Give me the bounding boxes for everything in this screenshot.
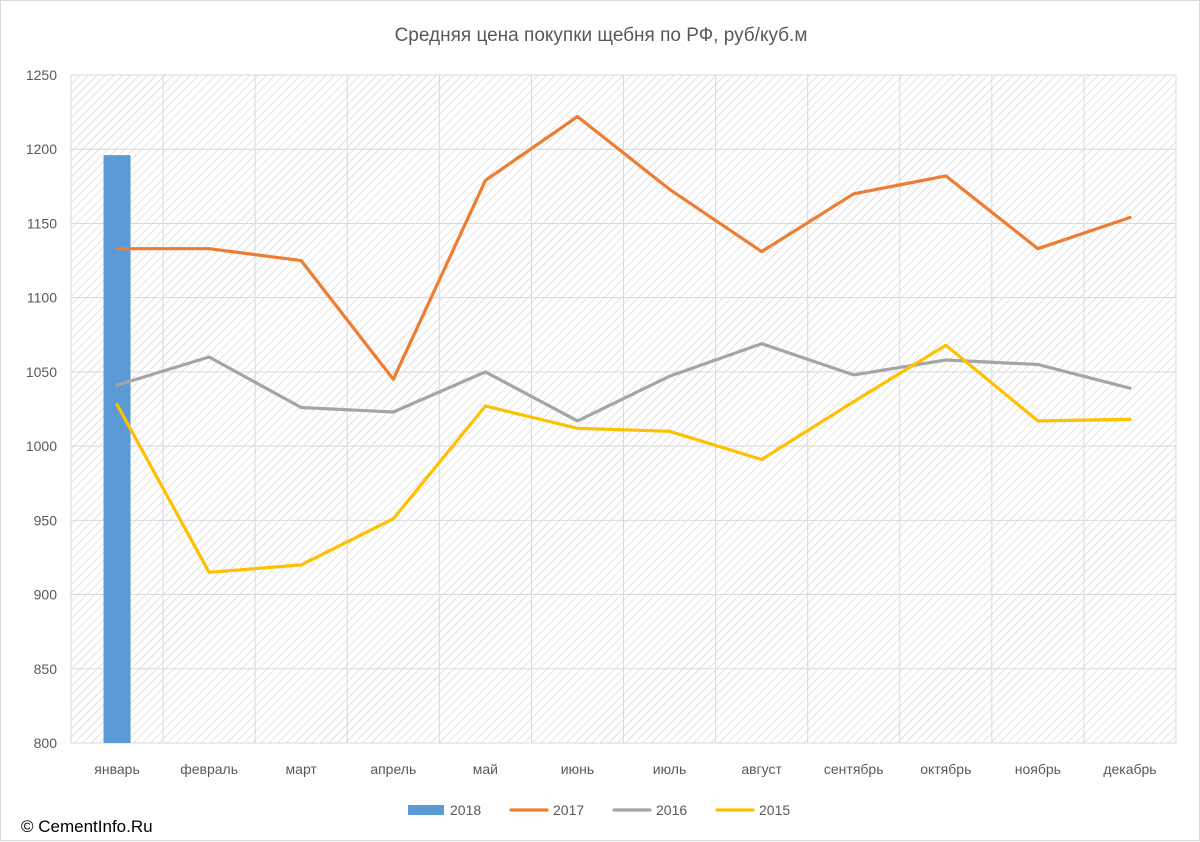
line-2017 [115, 114, 1132, 381]
y-tick-label: 1000 [26, 438, 57, 454]
x-tick-label: октябрь [920, 761, 971, 777]
line-series [115, 114, 1132, 574]
y-tick-label: 1200 [26, 141, 57, 157]
x-tick-label: июнь [561, 761, 594, 777]
line-2015 [115, 343, 1132, 574]
legend-label-2018: 2018 [450, 802, 481, 818]
y-tick-label: 1250 [26, 67, 57, 83]
line-2016 [115, 342, 1132, 423]
x-tick-label: январь [94, 761, 139, 777]
chart-title: Средняя цена покупки щебня по РФ, руб/ку… [395, 25, 808, 46]
y-tick-label: 1150 [27, 215, 57, 231]
legend: 2018 2017 2016 2015 [408, 802, 790, 818]
y-axis: 800 850 900 950 1000 1050 1100 1150 1200 1250 [26, 67, 57, 751]
y-tick-label: 1050 [26, 364, 57, 380]
y-tick-label: 800 [34, 735, 58, 751]
x-axis: январь февраль март апрель май июнь июль август… [94, 761, 1156, 777]
x-tick-label: апрель [370, 761, 416, 777]
x-tick-label: декабрь [1103, 761, 1156, 777]
credit-text: © CementInfo.Ru [21, 817, 153, 836]
x-tick-label: март [286, 761, 318, 777]
y-tick-label: 1100 [27, 290, 57, 306]
x-tick-label: сентябрь [824, 761, 884, 777]
legend-label-2016: 2016 [656, 802, 687, 818]
x-tick-label: ноябрь [1015, 761, 1061, 777]
y-tick-label: 900 [34, 587, 58, 603]
y-tick-label: 950 [34, 512, 58, 528]
x-tick-label: май [473, 761, 498, 777]
x-tick-label: февраль [180, 761, 238, 777]
bar-series [103, 155, 131, 743]
legend-label-2017: 2017 [553, 802, 584, 818]
legend-label-2015: 2015 [759, 802, 790, 818]
x-tick-label: июль [653, 761, 686, 777]
x-tick-label: август [741, 761, 782, 777]
y-tick-label: 850 [34, 661, 58, 677]
grid [70, 74, 1177, 744]
bar-2018 [103, 155, 131, 743]
legend-swatch-2018 [408, 805, 444, 815]
